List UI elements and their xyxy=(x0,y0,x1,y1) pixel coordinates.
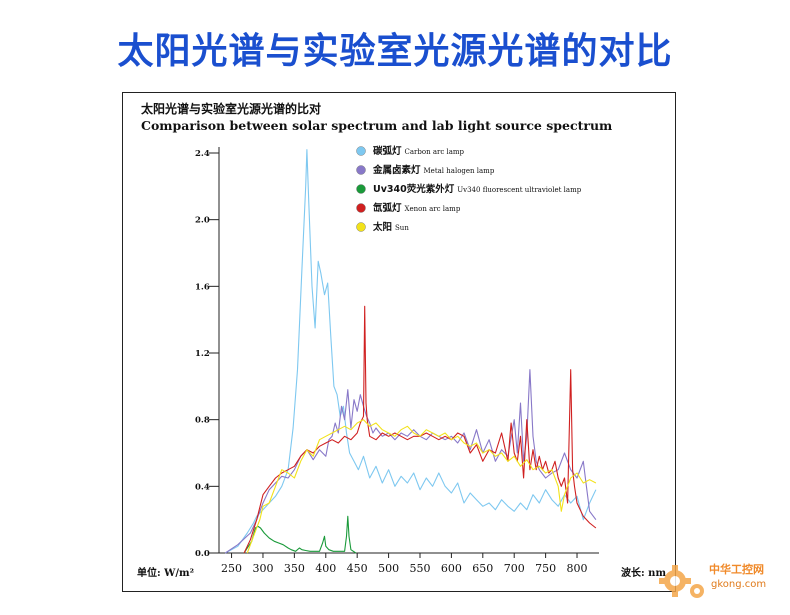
chart-figure: 太阳光谱与实验室光源光谱的比对 Comparison between solar… xyxy=(122,92,676,592)
y-tick-label: 1.6 xyxy=(195,282,210,292)
x-tick-label: 600 xyxy=(441,562,462,575)
series-line-3 xyxy=(243,515,357,554)
watermark-logo: 中华工控网 gkong.com xyxy=(655,555,785,605)
watermark-site: gkong.com xyxy=(711,579,766,590)
spectrum-chart: 太阳光谱与实验室光源光谱的比对 Comparison between solar… xyxy=(137,101,666,579)
x-tick-label: 400 xyxy=(315,562,336,575)
chart-series xyxy=(224,149,597,554)
y-tick-label: 2.4 xyxy=(195,149,210,159)
y-tick-label: 0.8 xyxy=(195,416,210,426)
watermark-brand: 中华工控网 xyxy=(709,562,764,576)
y-tick-label: 0.0 xyxy=(195,549,210,559)
slide-title: 太阳光谱与实验室光源光谱的对比 xyxy=(117,31,673,72)
legend-label-1: 碳弧灯 Carbon arc lamp xyxy=(373,145,465,157)
legend-marker-5 xyxy=(356,222,366,232)
legend-marker-1 xyxy=(356,146,366,156)
x-tick-label: 350 xyxy=(284,562,305,575)
series-line-1 xyxy=(225,149,597,554)
series-line-2 xyxy=(224,369,597,554)
legend-label-3: Uv340荧光紫外灯 Uv340 fluorescent ultraviolet … xyxy=(373,183,582,195)
legend-label-4: 氙弧灯 Xenon arc lamp xyxy=(373,202,461,214)
series-line-4 xyxy=(243,305,597,554)
x-tick-label: 750 xyxy=(535,562,556,575)
legend-marker-4 xyxy=(356,203,366,213)
legend-label-2: 金属卤素灯 Metal halogen lamp xyxy=(372,164,495,176)
x-tick-label: 650 xyxy=(472,562,493,575)
chart-title: 太阳光谱与实验室光源光谱的比对 xyxy=(141,101,321,116)
y-tick-label: 0.4 xyxy=(195,482,210,492)
y-tick-label: 1.2 xyxy=(195,349,210,359)
gear-logo-icon xyxy=(659,565,704,598)
chart-axes: 0.0 0.4 0.8 1.2 1.6 2.0 2.4 250 300 350 400 450 500 5… xyxy=(195,147,599,575)
chart-subtitle: Comparison between solar spectrum and la… xyxy=(141,118,612,133)
y-axis-label: 单位: W/m² xyxy=(137,566,194,579)
legend-marker-3 xyxy=(356,184,366,194)
x-tick-label: 250 xyxy=(221,562,242,575)
x-tick-label: 300 xyxy=(252,562,273,575)
legend-label-5: 太阳 Sun xyxy=(373,221,409,233)
x-tick-label: 550 xyxy=(409,562,430,575)
x-axis-label: 波长: nm xyxy=(621,566,666,579)
x-tick-label: 500 xyxy=(378,562,399,575)
x-tick-label: 450 xyxy=(347,562,368,575)
legend-marker-2 xyxy=(356,165,366,175)
x-tick-label: 800 xyxy=(567,562,588,575)
chart-legend: 碳弧灯 Carbon arc lamp 金属卤素灯 Metal halogen lam… xyxy=(356,145,582,233)
y-tick-label: 2.0 xyxy=(195,216,210,226)
series-line-5 xyxy=(246,419,597,554)
x-tick-label: 700 xyxy=(504,562,525,575)
